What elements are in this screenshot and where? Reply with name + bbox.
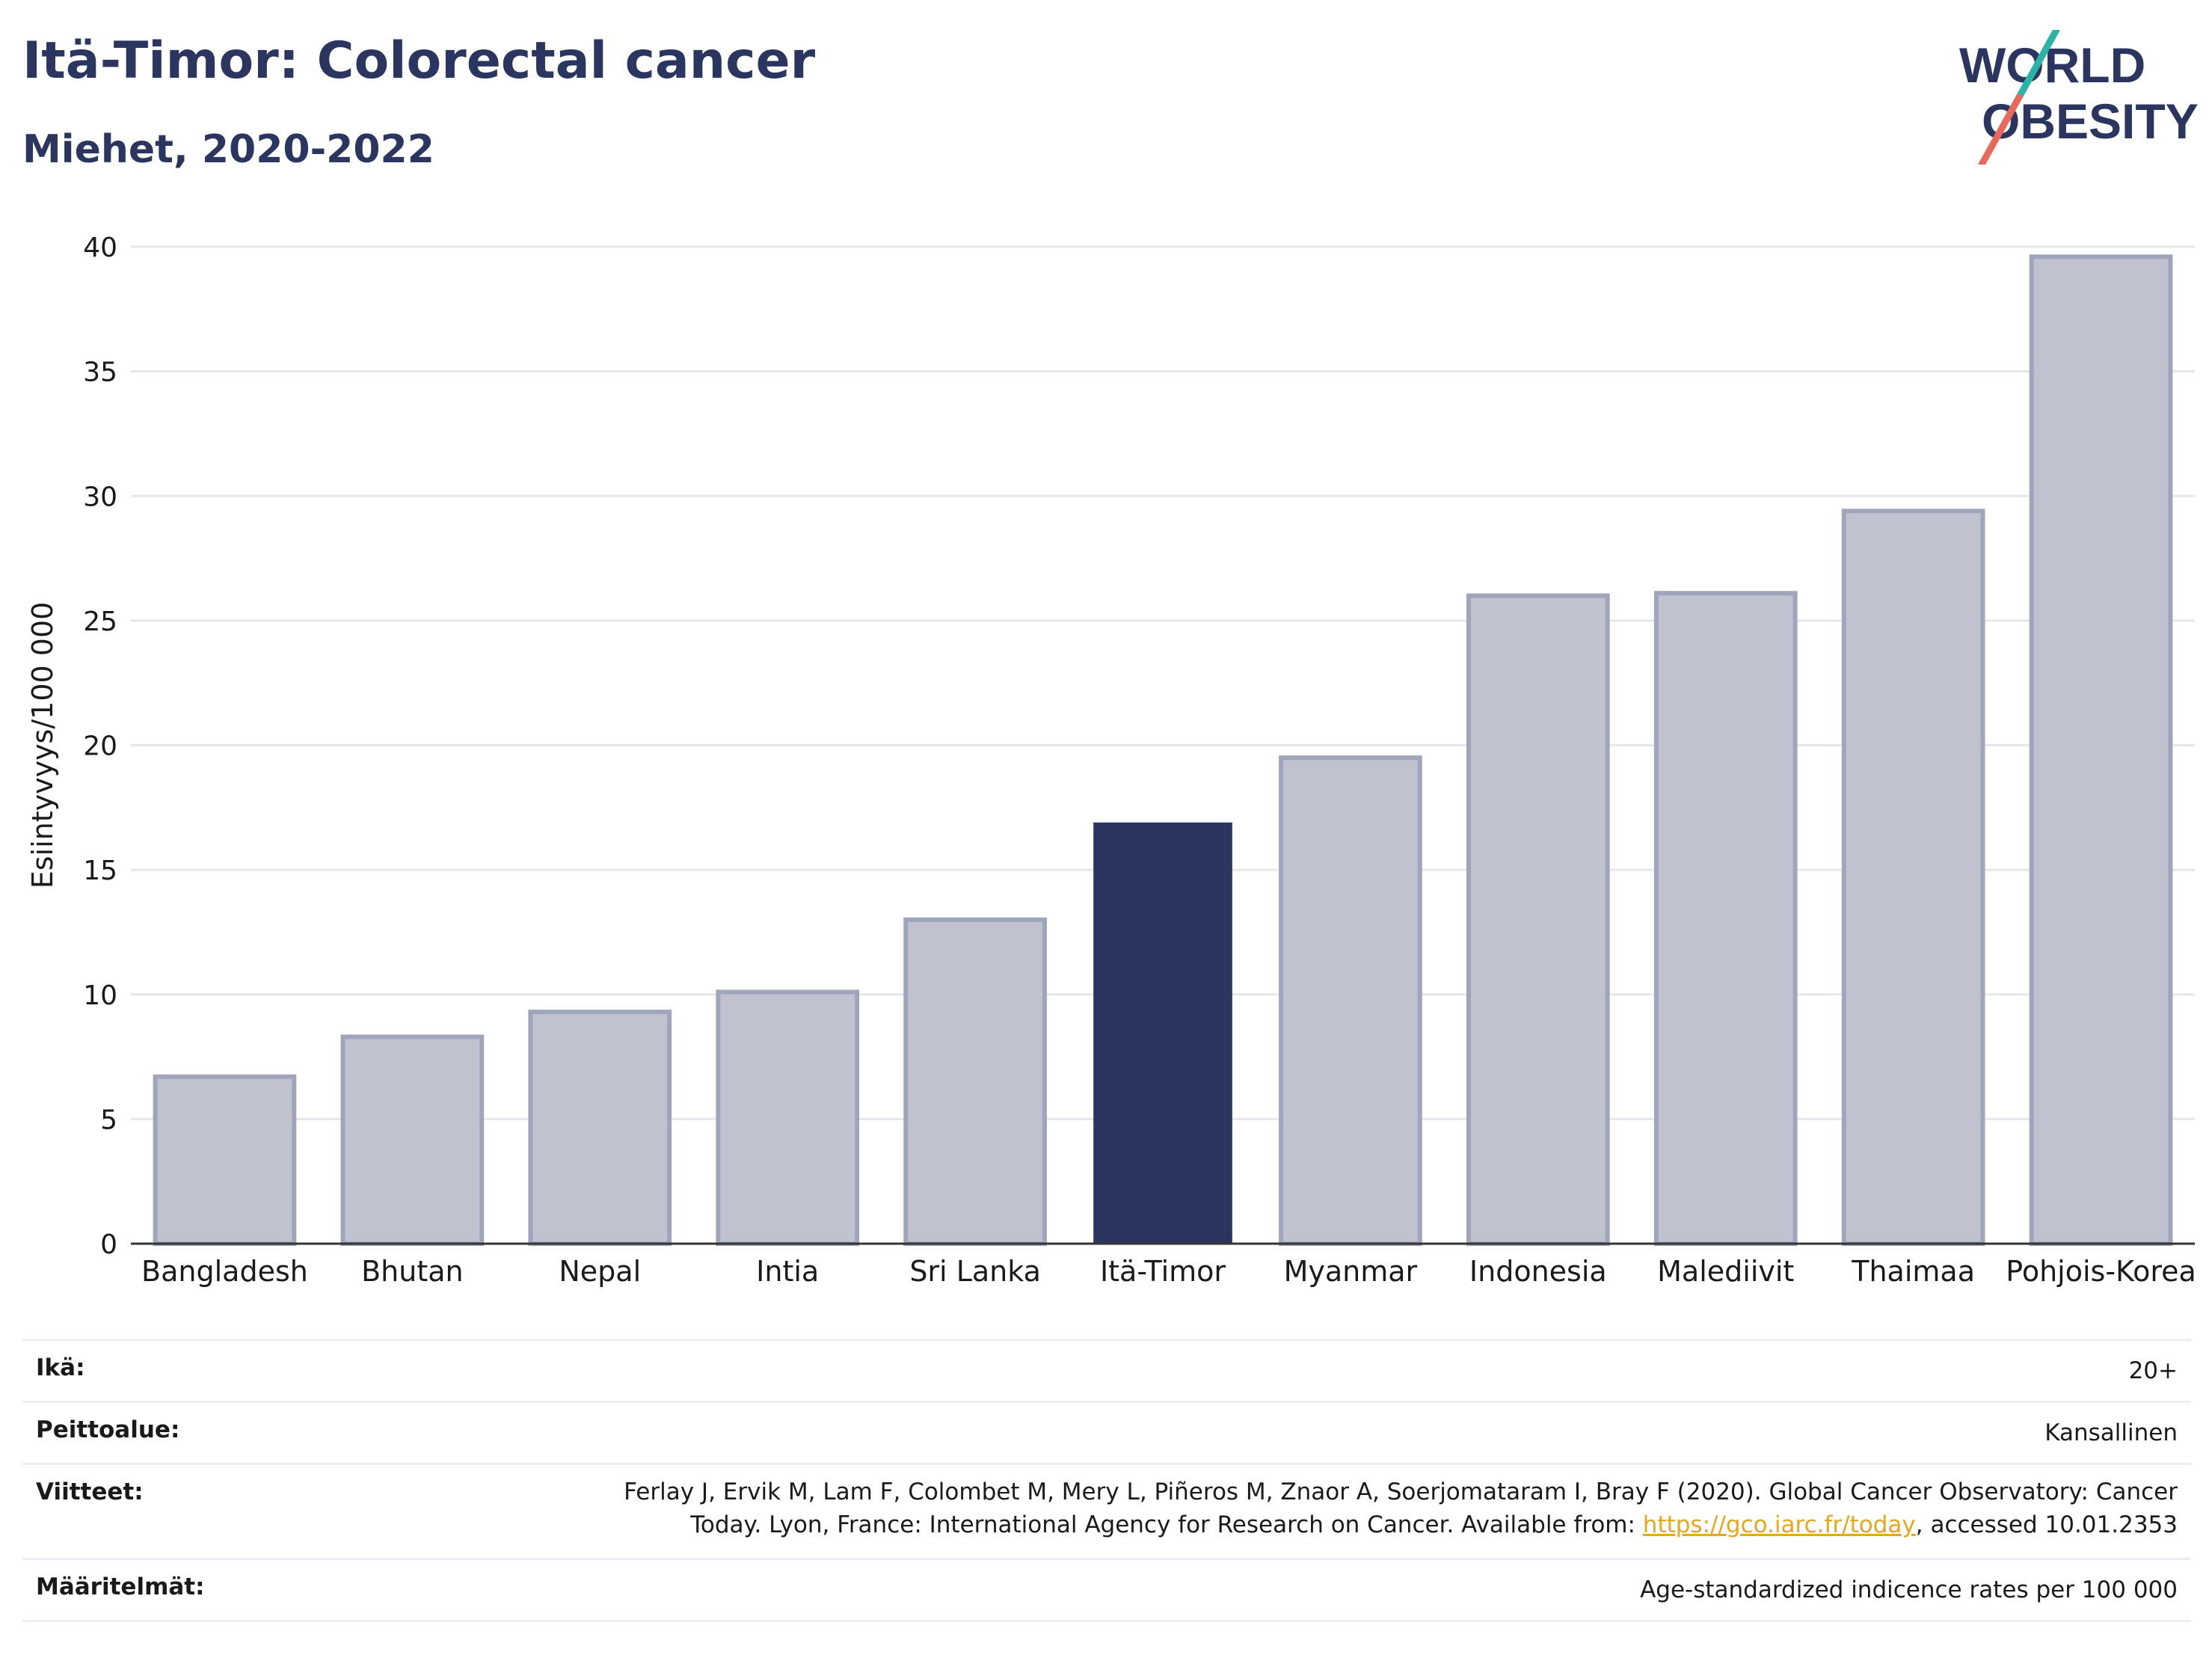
y-axis-ticks: 0 5 10 15 20 25 30 35 40 (83, 233, 117, 1260)
bar-indonesia (1466, 593, 1610, 1246)
info-row-age: Ikä: 20+ (22, 1339, 2191, 1401)
logo-slash-top (2015, 30, 2060, 101)
info-row-coverage: Peittoalue: Kansallinen (22, 1401, 2191, 1463)
info-row-references: Viitteet: Ferlay J, Ervik M, Lam F, Colo… (22, 1463, 2191, 1558)
info-value-age: 20+ (2128, 1357, 2178, 1384)
bar-nepal (528, 1010, 672, 1246)
logo-line1: WORLD (1959, 37, 2145, 93)
y-tick-label: 0 (100, 1229, 117, 1260)
y-tick-label: 30 (83, 482, 117, 512)
info-label-definitions: Määritelmät: (36, 1573, 205, 1600)
reference-line2: Today. Lyon, France: International Agenc… (624, 1508, 2178, 1541)
info-label-age: Ikä: (36, 1354, 85, 1381)
x-tick-label: Itä-Timor (1100, 1255, 1226, 1288)
y-tick-label: 40 (83, 233, 117, 263)
y-tick-label: 10 (83, 980, 117, 1011)
y-axis-label: Esiintyvyys/100 000 (26, 602, 59, 889)
reference-line2-text: Today. Lyon, France: International Agenc… (690, 1511, 1643, 1538)
bar-chart: 0 5 10 15 20 25 30 35 40 Bangladesh Bhutan Nepal In… (26, 233, 2196, 1288)
bar-sri-lanka (903, 917, 1047, 1247)
x-tick-label: Bangladesh (141, 1255, 308, 1288)
reference-line2-suffix: , accessed 10.01.2353 (1915, 1511, 2178, 1538)
info-value-definitions: Age-standardized indicence rates per 100… (1640, 1576, 2178, 1603)
info-table: Ikä: 20+ Peittoalue: Kansallinen Viittee… (22, 1339, 2191, 1622)
y-tick-label: 5 (100, 1105, 117, 1135)
bar-myanmar (1279, 755, 1422, 1246)
x-tick-label: Bhutan (361, 1255, 464, 1288)
bar-thaimaa (1841, 509, 1985, 1246)
x-tick-label: Thaimaa (1851, 1255, 1975, 1288)
y-tick-label: 25 (83, 607, 117, 637)
reference-link[interactable]: https://gco.iarc.fr/today (1642, 1511, 1916, 1538)
bar-pohjois-korea (2029, 254, 2173, 1247)
chart-title: Itä-Timor: Colorectal cancer (22, 31, 816, 90)
bars (153, 254, 2173, 1247)
bar-bangladesh (153, 1074, 297, 1247)
info-row-definitions: Määritelmät: Age-standardized indicence … (22, 1558, 2191, 1622)
x-tick-label: Sri Lanka (909, 1255, 1041, 1288)
y-tick-label: 35 (83, 357, 117, 388)
bar-bhutan (340, 1034, 485, 1246)
x-axis-labels: Bangladesh Bhutan Nepal Intia Sri Lanka Itä-T… (141, 1255, 2196, 1288)
info-label-references: Viitteet: (36, 1479, 144, 1505)
info-value-coverage: Kansallinen (2044, 1419, 2178, 1446)
bar-malediivit (1653, 591, 1798, 1246)
reference-line1: Ferlay J, Ervik M, Lam F, Colombet M, Me… (624, 1479, 2178, 1505)
x-tick-label: Intia (756, 1255, 819, 1288)
x-tick-label: Myanmar (1284, 1255, 1418, 1288)
world-obesity-logo: WORLD OBESITY (1959, 30, 2199, 165)
info-value-references: Ferlay J, Ervik M, Lam F, Colombet M, Me… (624, 1476, 2178, 1541)
y-tick-label: 15 (83, 856, 117, 886)
x-tick-label: Indonesia (1469, 1255, 1607, 1288)
x-tick-label: Malediivit (1657, 1255, 1794, 1288)
chart-subtitle: Miehet, 2020-2022 (22, 127, 434, 172)
info-label-coverage: Peittoalue: (36, 1416, 180, 1443)
logo-slash-bottom (1978, 93, 2023, 165)
x-tick-label: Nepal (559, 1255, 641, 1288)
bar-it-timor (1093, 822, 1232, 1244)
x-tick-label: Pohjois-Korea (2006, 1255, 2196, 1288)
y-tick-label: 20 (83, 731, 117, 762)
bar-intia (716, 989, 860, 1246)
